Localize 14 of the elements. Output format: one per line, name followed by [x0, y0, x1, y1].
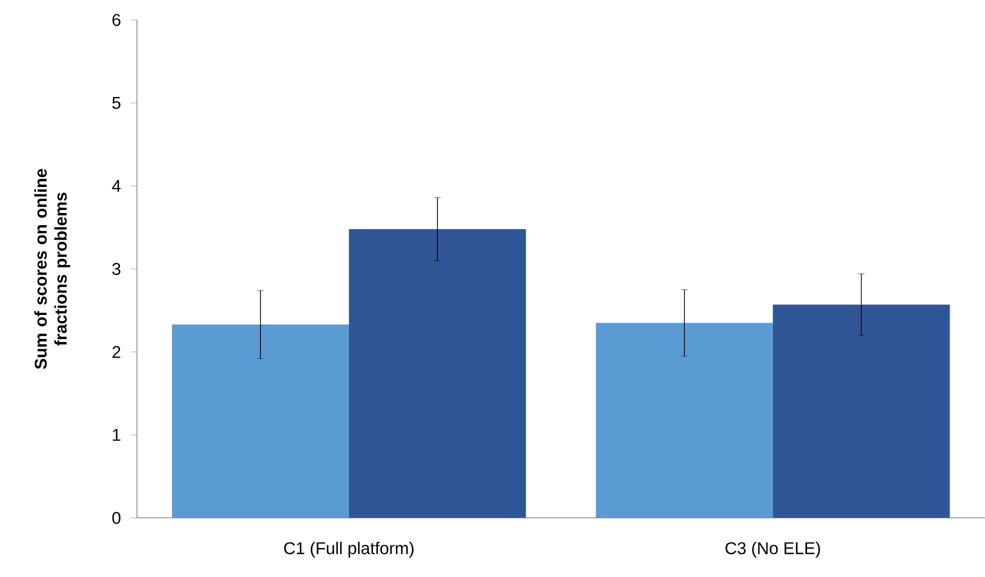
y-tick-label: 3 [112, 262, 120, 276]
y-tick-label: 2 [112, 346, 120, 358]
x-tick-label: C1 (Full platform) [284, 542, 414, 558]
y-tick-label: 6 [112, 14, 120, 26]
y-tick-label: 0 [112, 512, 120, 524]
bar [348, 229, 526, 518]
bar [172, 324, 349, 518]
y-axis-title: Sum of scores on online fractions problems [34, 169, 70, 370]
y-tick-label: 4 [112, 180, 121, 192]
y-tick-label: 5 [112, 97, 120, 109]
y-tick-label: 1 [112, 429, 120, 441]
x-tick-label: C3 (No ELE) [726, 542, 820, 558]
bar [596, 322, 773, 518]
bar [772, 304, 950, 518]
